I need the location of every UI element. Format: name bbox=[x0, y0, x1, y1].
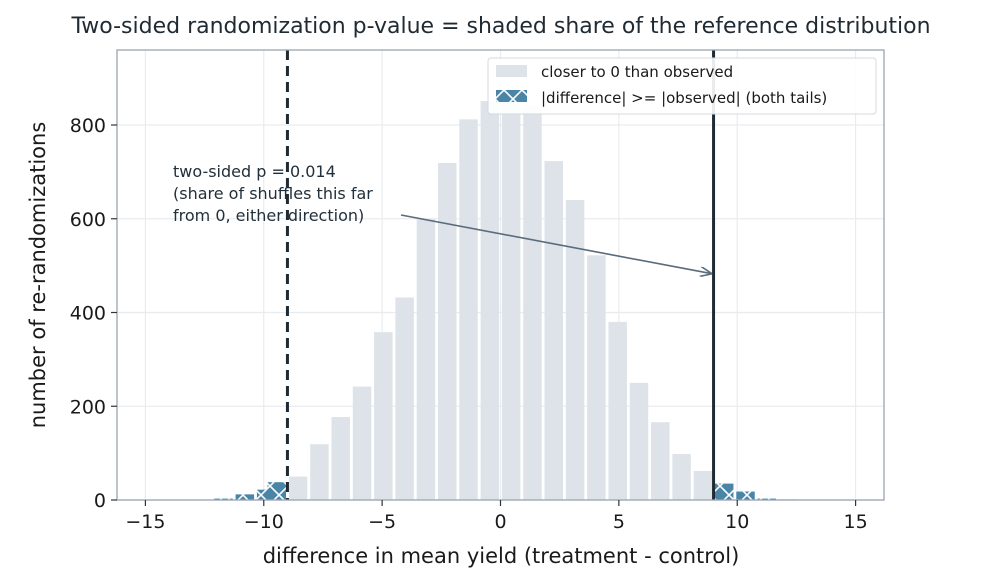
bar-closer bbox=[629, 382, 649, 500]
histogram-bars bbox=[203, 97, 819, 500]
annotation-line-3: from 0, either direction) bbox=[173, 206, 364, 225]
bar-closer bbox=[501, 97, 521, 500]
bar-closer bbox=[651, 422, 670, 500]
bar-closer bbox=[395, 297, 414, 500]
annotation: two-sided p = 0.014 (share of shuffles t… bbox=[173, 162, 711, 274]
legend-label-tail: |difference| >= |observed| (both tails) bbox=[541, 89, 827, 107]
bar-closer bbox=[310, 444, 329, 500]
y-tick-label: 600 bbox=[70, 209, 106, 231]
x-tick-label: 15 bbox=[843, 511, 867, 533]
y-tick-label: 0 bbox=[94, 490, 106, 512]
bar-closer bbox=[672, 454, 691, 500]
bar-tail-hatch bbox=[256, 489, 276, 500]
bar-tail-hatch bbox=[736, 491, 755, 500]
bar-closer bbox=[288, 476, 308, 500]
x-tick-label: −10 bbox=[244, 511, 284, 533]
legend-swatch-closer bbox=[496, 65, 527, 77]
axis-ticks: −15 −10 −5 0 5 10 15 0 200 400 600 800 bbox=[70, 115, 868, 533]
bar-closer bbox=[331, 417, 350, 500]
chart-title: Two-sided randomization p-value = shaded… bbox=[70, 14, 930, 39]
legend-box bbox=[487, 57, 877, 115]
bar-tail-hatch bbox=[267, 482, 287, 500]
grid bbox=[117, 50, 884, 501]
y-axis-label: number of re-randomizations bbox=[26, 122, 50, 429]
bar-closer bbox=[374, 332, 393, 500]
y-tick-label: 800 bbox=[70, 115, 106, 137]
bar-closer bbox=[544, 161, 563, 500]
bar-closer bbox=[352, 386, 372, 500]
bar-closer bbox=[565, 200, 585, 500]
x-tick-label: 0 bbox=[494, 511, 506, 533]
bar-tail-hatch bbox=[214, 498, 233, 500]
bar-closer bbox=[608, 321, 627, 500]
bar-closer bbox=[693, 470, 713, 500]
legend: closer to 0 than observed |difference| >… bbox=[487, 57, 877, 115]
x-tick-label: −15 bbox=[125, 511, 165, 533]
annotation-line-1: two-sided p = 0.014 bbox=[173, 162, 336, 181]
bar-tail-hatch bbox=[235, 494, 255, 500]
y-tick-label: 200 bbox=[70, 396, 106, 418]
annotation-arrow bbox=[400, 214, 711, 274]
bar-tail-hatch bbox=[714, 483, 734, 500]
x-tick-label: 10 bbox=[725, 511, 749, 533]
bar-closer bbox=[438, 162, 457, 500]
bar-closer bbox=[480, 101, 500, 500]
x-axis-label: difference in mean yield (treatment - co… bbox=[263, 544, 740, 568]
legend-swatch-tail-hatch bbox=[496, 90, 527, 102]
bar-tail-hatch bbox=[757, 498, 777, 500]
reference-lines bbox=[285, 50, 716, 500]
bar-closer bbox=[523, 105, 542, 500]
annotation-line-2: (share of shuffles this far bbox=[173, 184, 373, 203]
y-tick-label: 400 bbox=[70, 303, 106, 325]
bar-closer bbox=[416, 219, 436, 500]
bar-closer bbox=[587, 255, 606, 500]
legend-label-closer: closer to 0 than observed bbox=[541, 63, 733, 81]
bar-closer bbox=[459, 119, 478, 500]
x-tick-label: −5 bbox=[368, 511, 396, 533]
x-tick-label: 5 bbox=[613, 511, 625, 533]
